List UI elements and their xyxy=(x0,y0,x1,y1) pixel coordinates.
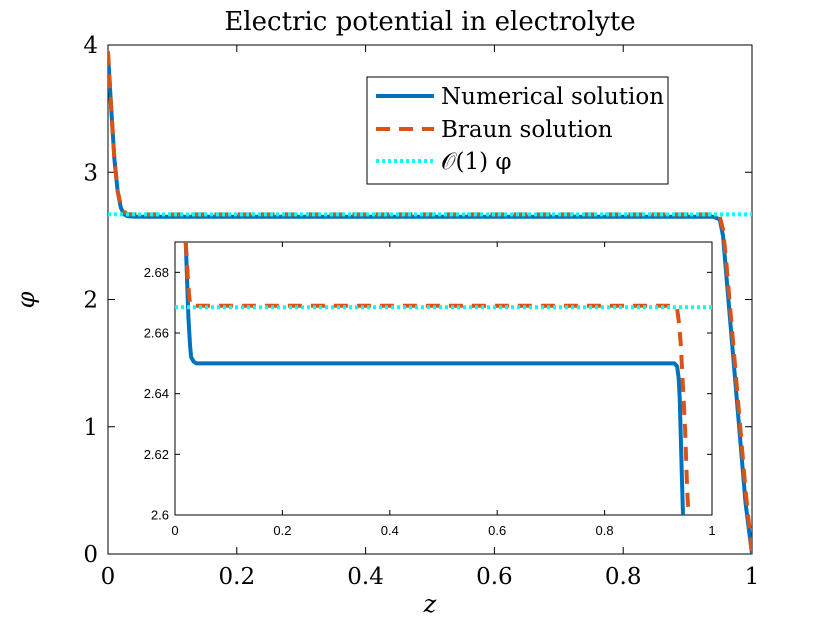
inset-y-tick-label: 2.64 xyxy=(144,386,169,401)
main-ticks: 0 0.2 0.4 0.6 0.8 1 0 1 2 3 4 xyxy=(83,33,759,590)
legend: Numerical solution Braun solution 𝒪(1) φ xyxy=(366,76,669,185)
main-y-tick-label: 3 xyxy=(83,160,98,186)
inset-numerical-solution-line xyxy=(183,242,685,515)
inset-plot-frame xyxy=(174,241,713,516)
x-axis-label: z xyxy=(423,590,437,618)
inset-x-tick-label: 1 xyxy=(708,523,715,538)
main-y-tick-label: 1 xyxy=(83,415,98,441)
inset-x-tick-label: 0.4 xyxy=(381,523,399,538)
legend-label-numerical: Numerical solution xyxy=(441,84,664,110)
y-axis-label: φ xyxy=(12,291,40,308)
inset-y-tick-label: 2.66 xyxy=(144,326,169,341)
inset-y-tick-label: 2.68 xyxy=(144,265,169,280)
inset-x-tick-label: 0.2 xyxy=(273,523,291,538)
inset-x-tick-label: 0.8 xyxy=(596,523,614,538)
chart-title: Electric potential in electrolyte xyxy=(224,7,635,37)
inset-ticks: 0 0.2 0.4 0.6 0.8 1 2.6 2.62 2.64 2.66 2.68 xyxy=(144,242,716,538)
inset-braun-solution-line xyxy=(183,242,691,515)
main-series xyxy=(108,51,752,554)
main-x-tick-label: 0.8 xyxy=(605,564,642,590)
main-y-tick-label: 4 xyxy=(83,33,98,59)
inset-y-tick-label: 2.62 xyxy=(144,447,169,462)
main-x-tick-label: 0.2 xyxy=(219,564,256,590)
main-x-tick-label: 0 xyxy=(101,564,116,590)
main-y-tick-label: 0 xyxy=(83,542,98,568)
inset-x-tick-label: 0 xyxy=(171,523,178,538)
inset-y-tick-label: 2.6 xyxy=(151,508,169,523)
inset-series xyxy=(175,242,712,515)
main-y-tick-label: 2 xyxy=(83,288,98,314)
main-x-tick-label: 1 xyxy=(745,564,760,590)
inset-x-tick-label: 0.6 xyxy=(488,523,506,538)
main-x-tick-label: 0.6 xyxy=(476,564,513,590)
legend-label-braun: Braun solution xyxy=(441,117,613,143)
main-x-tick-label: 0.4 xyxy=(347,564,384,590)
main-braun-solution-line xyxy=(108,51,752,554)
legend-label-order-one: 𝒪(1) φ xyxy=(441,149,512,175)
